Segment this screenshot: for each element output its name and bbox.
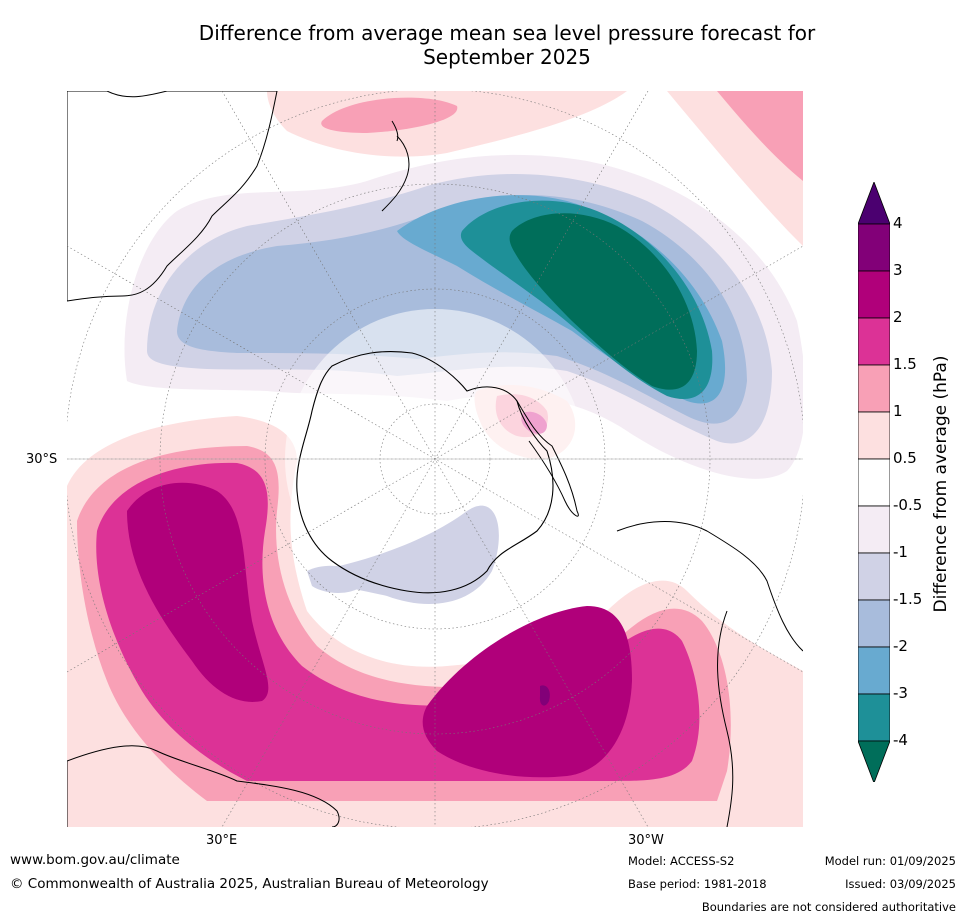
new-zealand-coastline [381,120,410,212]
boundaries-disclaimer: Boundaries are not considered authoritat… [701,900,956,914]
antarctic-peninsula-coastline [516,400,579,517]
axis-label-30w: 30°W [628,833,664,848]
colorbar-band [858,693,890,742]
colorbar-tick-label: -3 [893,684,908,702]
colorbar-tick-label: -1 [893,543,908,561]
australia-coastline [67,91,278,302]
title-line-1: Difference from average mean sea level p… [198,21,816,45]
model-name: Model: ACCESS-S2 [628,854,735,868]
colorbar-tick-label: -0.5 [893,496,923,514]
colorbar-tick-label: 4 [893,214,903,232]
colorbar-tick-label: -4 [893,731,908,749]
colorbar-band [858,646,890,695]
colorbar-tick-label: -1.5 [893,590,923,608]
colorbar-tick-label: 1.5 [893,355,917,373]
anomaly-negative-4 [509,213,697,390]
colorbar-tick-label: 3 [893,261,903,279]
colorbar-band [858,552,890,601]
anomaly-negative-antarctica-east [307,565,367,593]
colorbar [858,182,890,782]
base-period: Base period: 1981-2018 [628,877,767,891]
africa-coastline [67,745,340,827]
colorbar-band [858,505,890,554]
model-run-date: Model run: 01/09/2025 [824,854,956,868]
colorbar-band [858,364,890,413]
colorbar-title: Difference from average (hPa) [931,355,951,613]
anomaly-positive-3-core [539,685,550,706]
colorbar-tick-label: 0.5 [893,449,917,467]
south-america-coastline [616,521,803,827]
colorbar-band [858,599,890,648]
colorbar-arrow-max [858,182,890,225]
colorbar-tick-label: 1 [893,402,903,420]
anomaly-positive-2-south [422,606,632,778]
axis-label-30e: 30°E [206,833,238,848]
colorbar-band [858,270,890,319]
colorbar-band [858,223,890,272]
colorbar-tick-label: -2 [893,637,908,655]
antarctica-coastline [296,351,554,594]
colorbar-band [858,458,890,507]
pressure-anomaly-map [67,91,803,827]
title-line-2: September 2025 [423,45,591,69]
copyright-text: © Commonwealth of Australia 2025, Austra… [10,876,489,892]
map-title: Difference from average mean sea level p… [0,21,965,69]
anomaly-positive-2-west [127,482,269,702]
colorbar-arrow-min [858,740,890,782]
axis-label-30s: 30°S [26,452,58,467]
colorbar-tick-label: 2 [893,308,903,326]
anomaly-positive-north-core [321,97,458,133]
colorbar-band [858,411,890,460]
anomaly-positive-northeast-core [717,91,803,181]
colorbar-band [858,317,890,366]
website-link[interactable]: www.bom.gov.au/climate [10,852,180,868]
issued-date: Issued: 03/09/2025 [845,877,956,891]
